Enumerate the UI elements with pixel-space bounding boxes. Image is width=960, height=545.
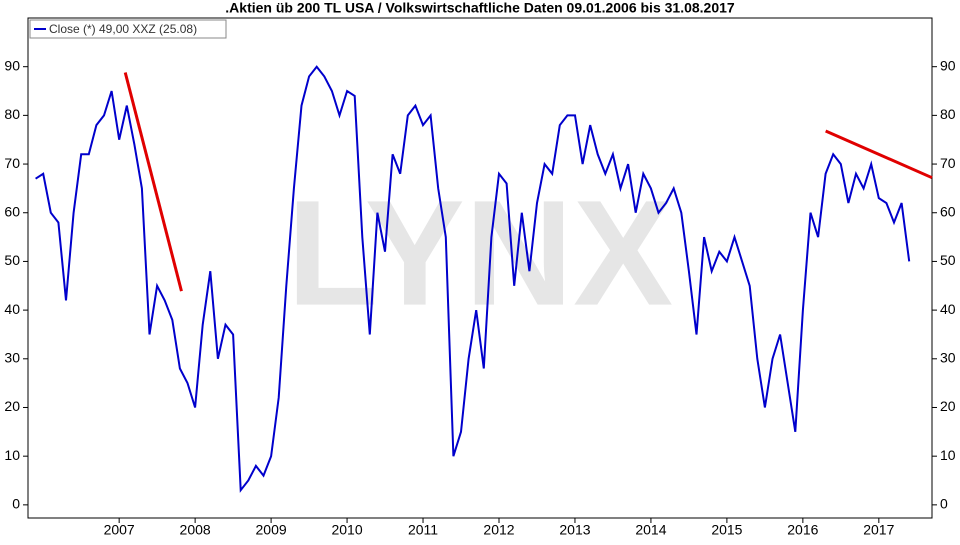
y-tick-label: 40 [4, 301, 20, 317]
x-tick-label: 2010 [331, 522, 362, 538]
x-tick-label: 2008 [180, 522, 211, 538]
legend-box [29, 19, 227, 39]
legend-label: Close (*) 49,00 XXZ (25.08) [49, 22, 197, 36]
chart-title: .Aktien üb 200 TL USA / Volkswirtschaftl… [225, 0, 735, 16]
y-tick-label: 70 [4, 155, 20, 171]
y-tick-label: 30 [4, 350, 20, 366]
watermark: LYNX [287, 169, 673, 337]
x-tick-label: 2016 [787, 522, 818, 538]
y-tick-label: 20 [4, 398, 20, 414]
series-line [35, 65, 911, 493]
y2-tick-label: 0 [940, 496, 948, 512]
y2-tick-label: 10 [940, 447, 956, 463]
x-tick-label: 2007 [104, 522, 135, 538]
plot-area [27, 17, 933, 519]
y2-tick-label: 70 [940, 155, 956, 171]
y-tick-label: 50 [4, 252, 20, 268]
y2-tick-label: 80 [940, 106, 956, 122]
y2-tick-label: 30 [940, 350, 956, 366]
x-tick-label: 2012 [483, 522, 514, 538]
x-tick-label: 2013 [559, 522, 590, 538]
x-tick-label: 2015 [711, 522, 742, 538]
y2-tick-label: 20 [940, 398, 956, 414]
y-tick-label: 0 [12, 496, 20, 512]
y2-tick-label: 60 [940, 203, 956, 219]
y2-tick-label: 90 [940, 57, 956, 73]
x-tick-label: 2014 [635, 522, 666, 538]
y2-tick-label: 40 [940, 301, 956, 317]
x-tick-label: 2009 [256, 522, 287, 538]
y-tick-label: 60 [4, 203, 20, 219]
y-tick-label: 90 [4, 57, 20, 73]
y-tick-label: 80 [4, 106, 20, 122]
trend-line [825, 129, 933, 180]
x-tick-label: 2011 [408, 522, 438, 538]
x-tick-label: 2017 [863, 522, 894, 538]
y2-tick-label: 50 [940, 252, 956, 268]
y-tick-label: 10 [4, 447, 20, 463]
trend-line [123, 72, 183, 292]
